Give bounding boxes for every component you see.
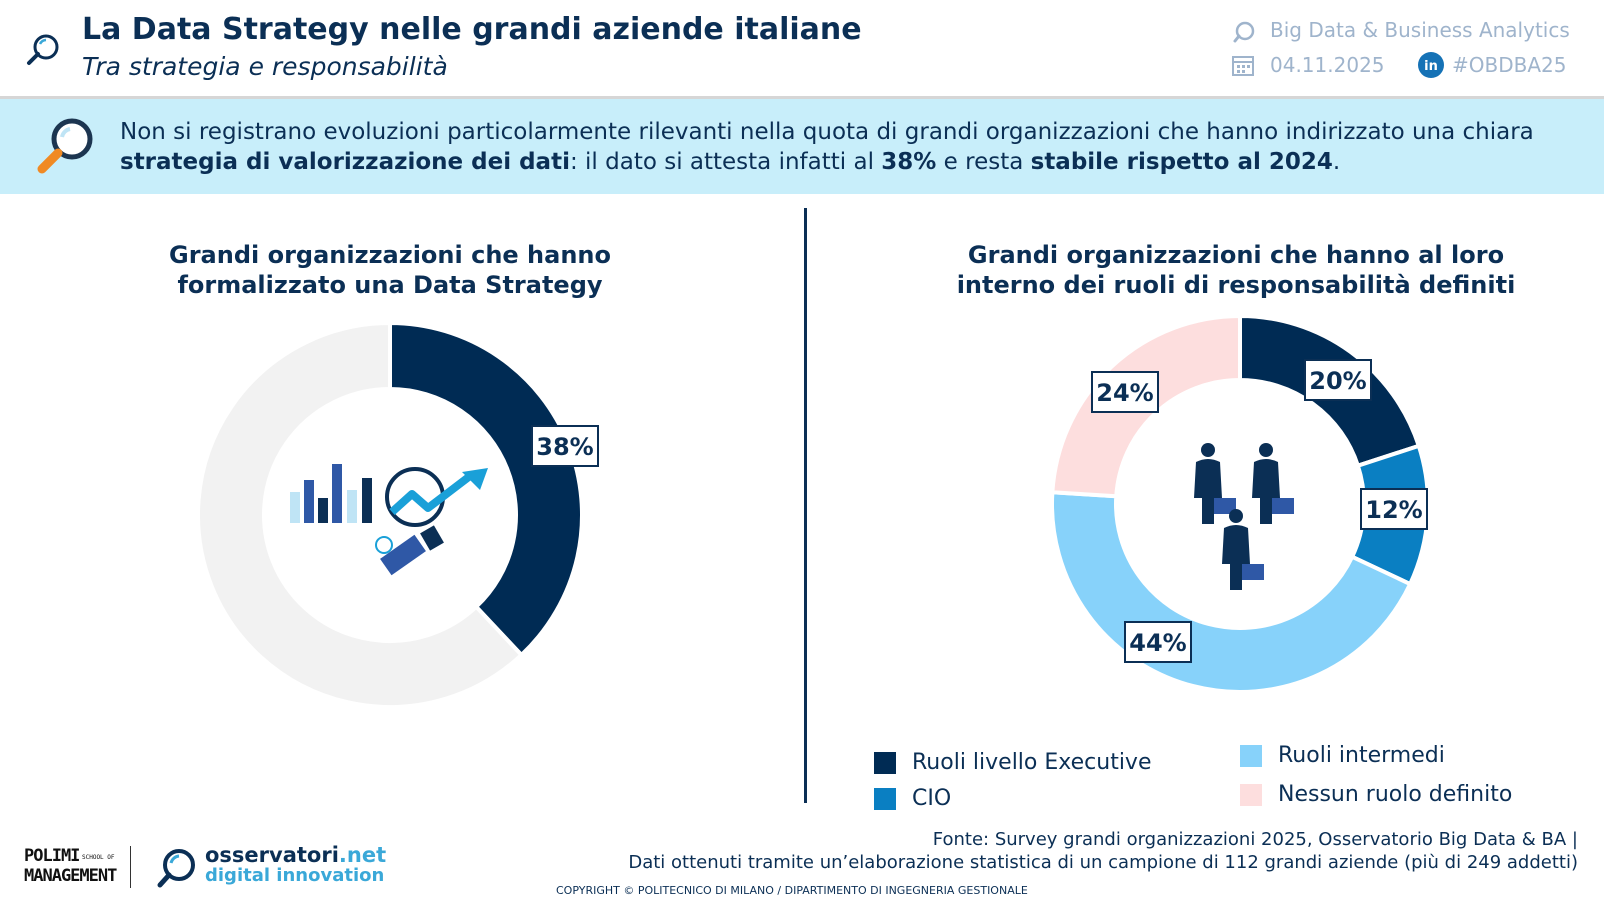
pie-slice-2 xyxy=(1049,490,1413,694)
legend-swatch xyxy=(1240,745,1262,767)
page-subtitle: Tra strategia e responsabilità xyxy=(82,52,448,81)
linkedin-icon[interactable]: in xyxy=(1418,52,1444,78)
chat-icon xyxy=(1233,21,1255,43)
program-name: Big Data & Business Analytics xyxy=(1270,18,1570,42)
polimi-logo: POLIMI MANAGEMENT SCHOOL OF xyxy=(24,846,117,886)
svg-text:24%: 24% xyxy=(1096,379,1153,407)
insight-banner: Non si registrano evoluzioni particolarm… xyxy=(0,99,1604,194)
data-label-0: 20% xyxy=(1304,359,1372,401)
copyright: COPYRIGHT © POLITECNICO DI MILANO / DIPA… xyxy=(556,884,1028,897)
chart-title-ruoli: Grandi organizzazioni che hanno al loro … xyxy=(956,241,1516,299)
logo-separator xyxy=(130,846,131,888)
osservatori-logo-icon xyxy=(157,849,195,888)
pie-slice-0 xyxy=(388,320,584,658)
osservatori-logo: osservatori.net digital innovation xyxy=(205,843,387,886)
svg-text:12%: 12% xyxy=(1365,496,1422,524)
data-label-2: 44% xyxy=(1124,621,1192,663)
data-analytics-icon xyxy=(290,464,488,576)
pie-slice-1 xyxy=(196,320,525,709)
svg-text:20%: 20% xyxy=(1309,367,1366,395)
hashtag: #OBDBA25 xyxy=(1452,53,1567,77)
banner-text: Non si registrano evoluzioni particolarm… xyxy=(120,119,1534,175)
svg-text:44%: 44% xyxy=(1129,629,1186,657)
data-label-3: 24% xyxy=(1091,371,1159,413)
svg-text:38%: 38% xyxy=(536,433,593,461)
page-title: La Data Strategy nelle grandi aziende it… xyxy=(82,12,862,47)
header: La Data Strategy nelle grandi aziende it… xyxy=(0,0,1604,97)
header-rule xyxy=(0,96,1604,99)
magnifier-icon xyxy=(27,34,59,65)
chart-title-data-strategy: Grandi organizzazioni che hanno formaliz… xyxy=(169,241,611,299)
legend-swatch xyxy=(1240,784,1262,806)
calendar-icon xyxy=(1232,56,1254,76)
donut-chart-data-strategy: 38% xyxy=(196,320,599,709)
column-divider xyxy=(804,208,807,803)
svg-text:in: in xyxy=(1424,59,1438,74)
legend-swatch xyxy=(874,788,896,810)
business-people-icon xyxy=(1194,443,1294,590)
magnifying-glass-icon xyxy=(37,118,93,174)
source-note: Fonte: Survey grandi organizzazioni 2025… xyxy=(628,829,1578,873)
data-label-1: 12% xyxy=(1360,488,1428,530)
data-label-0: 38% xyxy=(531,425,599,467)
event-date: 04.11.2025 xyxy=(1270,53,1385,77)
legend-swatch xyxy=(874,752,896,774)
